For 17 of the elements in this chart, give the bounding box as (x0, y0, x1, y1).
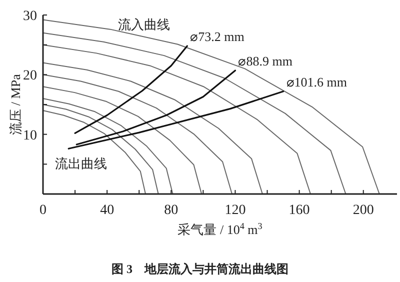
x-tick-label: 40 (100, 203, 114, 218)
x-tick-label: 160 (288, 203, 310, 218)
y-tick-label: 30 (23, 9, 37, 24)
series-label: ⌀73.2 mm (190, 29, 244, 44)
y-tick-label: 20 (23, 68, 37, 84)
text: 图 3 地层流入与井筒流出曲线图 (112, 262, 288, 276)
x-tick-label: 200 (352, 203, 374, 218)
series-label: ⌀101.6 mm (286, 74, 348, 90)
x-tick-label: 80 (164, 203, 178, 218)
x-tick-label: 0 (40, 203, 46, 218)
y-axis-title: 流压 / MPa (8, 74, 23, 135)
y-tick-label: 10 (23, 128, 37, 144)
x-tick-label: 120 (224, 203, 246, 218)
series-label: ⌀88.9 mm (238, 53, 292, 68)
annotation: 流出曲线 (55, 156, 107, 171)
annotation: 流入曲线 (118, 17, 170, 32)
x-axis-title: 采气量 / 10$^{4}$ m$^{3}$ (178, 221, 263, 237)
